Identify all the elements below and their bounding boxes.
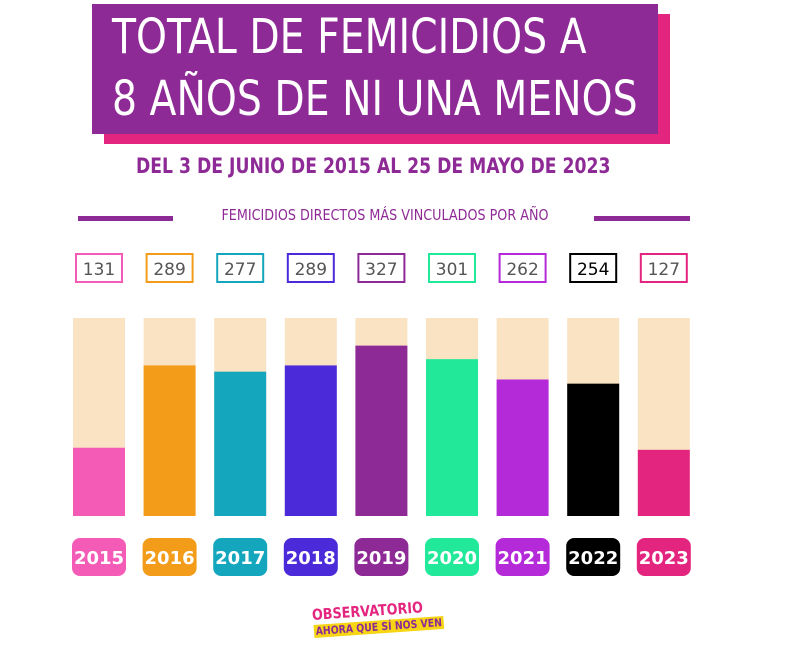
value-label-2022: 254: [577, 260, 609, 280]
chart-subtitle: DEL 3 DE JUNIO DE 2015 AL 25 DE MAYO DE …: [136, 154, 611, 178]
bar-2018: [284, 365, 337, 516]
year-pill-2021: [495, 538, 550, 576]
observatorio-logo: OBSERVATORIO AHORA QUE SÍ NOS VEN: [311, 598, 445, 646]
year-pill-2020: [425, 538, 479, 576]
bar-2016: [143, 365, 196, 516]
bar-2015: [73, 447, 125, 516]
value-label-box-2019: [357, 253, 406, 283]
year-pill-2016: [142, 538, 197, 576]
value-label-2016: 289: [153, 260, 185, 280]
x-tick-label-2018: 2018: [286, 548, 336, 569]
value-label-2020: 301: [436, 260, 468, 280]
x-tick-label-2019: 2019: [356, 548, 406, 569]
year-pill-2023: [636, 538, 691, 576]
value-label-box-2018: [286, 253, 335, 283]
bar-2019: [355, 345, 408, 516]
x-tick-label-2015: 2015: [74, 548, 124, 569]
value-label-box-2015: [75, 253, 123, 283]
x-tick-label-2022: 2022: [568, 548, 618, 569]
x-tick-label-2023: 2023: [639, 548, 689, 569]
value-label-box-2022: [569, 253, 618, 283]
value-label-2017: 277: [224, 260, 256, 280]
chart-title-line-2: 8 AÑOS DE NI UNA MENOS: [112, 71, 638, 127]
year-pill-2017: [213, 538, 268, 576]
x-tick-label-2020: 2020: [427, 548, 477, 569]
value-label-box-2023: [639, 253, 688, 283]
x-tick-label-2021: 2021: [498, 548, 548, 569]
value-label-2023: 127: [648, 260, 680, 280]
series-caption: FEMICIDIOS DIRECTOS MÁS VINCULADOS POR A…: [221, 206, 549, 224]
bar-2021: [496, 379, 549, 516]
year-pill-2022: [566, 538, 621, 576]
value-label-box-2017: [216, 253, 265, 283]
title-block: TOTAL DE FEMICIDIOS A 8 AÑOS DE NI UNA M…: [92, 4, 670, 144]
value-label-2018: 289: [295, 260, 327, 280]
divider-right: [594, 216, 690, 221]
divider-left: [78, 216, 173, 221]
bar-2023: [637, 449, 690, 516]
value-label-box-2021: [498, 253, 547, 283]
year-pill-2018: [283, 538, 338, 576]
bar-2020: [426, 359, 478, 516]
chart-title: TOTAL DE FEMICIDIOS A 8 AÑOS DE NI UNA M…: [92, 4, 658, 134]
bar-2017: [214, 371, 267, 516]
x-tick-label-2017: 2017: [215, 548, 265, 569]
value-label-2019: 327: [365, 260, 397, 280]
value-label-2015: 131: [83, 260, 115, 280]
value-label-box-2020: [428, 253, 476, 283]
bar-2022: [567, 383, 620, 516]
x-tick-label-2016: 2016: [145, 548, 195, 569]
chart-title-line-1: TOTAL DE FEMICIDIOS A: [112, 9, 587, 65]
year-pill-2015: [72, 538, 126, 576]
value-label-2021: 262: [506, 260, 538, 280]
value-label-box-2016: [145, 253, 194, 283]
year-pill-2019: [354, 538, 409, 576]
